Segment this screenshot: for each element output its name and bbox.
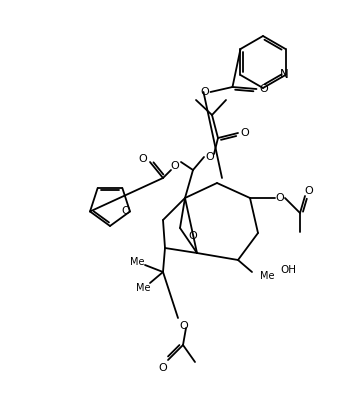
Text: O: O xyxy=(241,128,249,138)
Text: N: N xyxy=(280,69,289,81)
Text: O: O xyxy=(259,84,268,94)
Text: O: O xyxy=(200,87,209,97)
Text: O: O xyxy=(276,193,285,203)
Text: O: O xyxy=(305,186,313,196)
Text: O: O xyxy=(121,206,130,216)
Text: O: O xyxy=(189,231,197,241)
Text: O: O xyxy=(170,161,179,171)
Text: Me: Me xyxy=(260,271,275,281)
Text: Me: Me xyxy=(136,283,150,293)
Text: OH: OH xyxy=(280,265,296,275)
Text: O: O xyxy=(139,154,147,164)
Text: O: O xyxy=(158,363,167,373)
Text: O: O xyxy=(180,321,189,331)
Text: Me: Me xyxy=(130,257,144,267)
Text: O: O xyxy=(206,152,214,162)
